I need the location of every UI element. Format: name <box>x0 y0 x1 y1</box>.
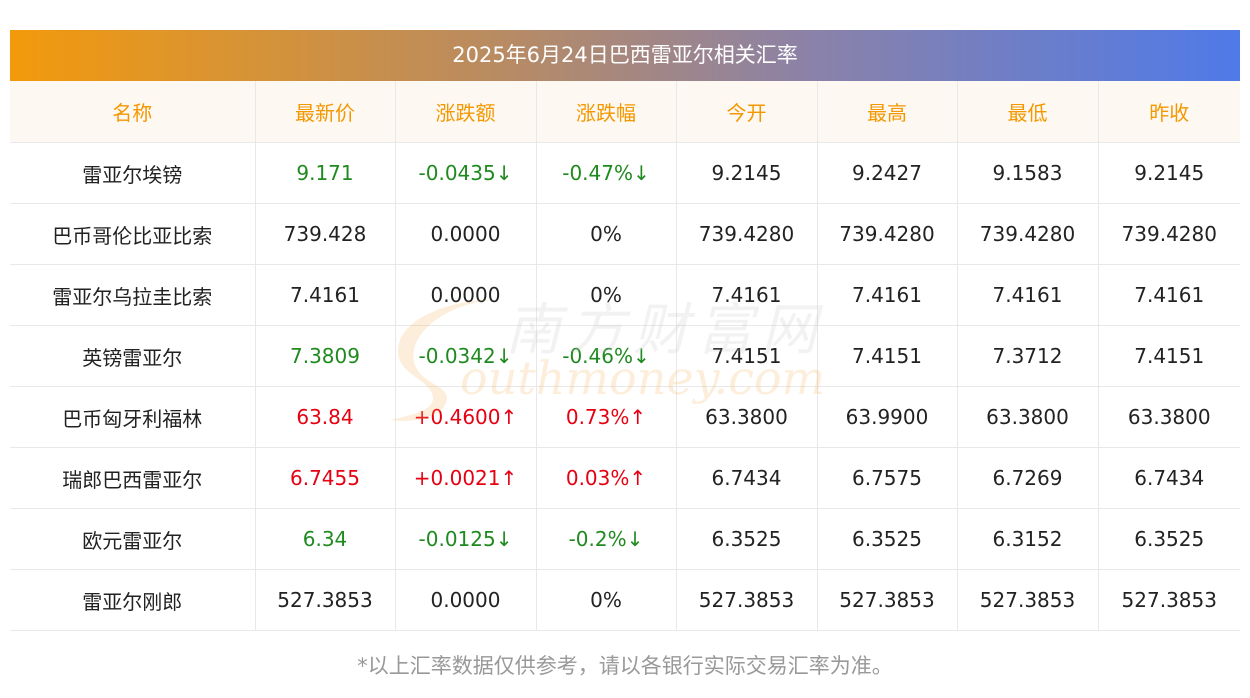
cell-prev: 739.4280 <box>1097 203 1240 265</box>
cell-pct: 0% <box>535 264 676 326</box>
cell-pct: 0% <box>535 569 676 631</box>
cell-latest: 739.428 <box>254 203 395 265</box>
cell-change: 0.0000 <box>394 203 536 265</box>
cell-open: 9.2145 <box>675 142 817 204</box>
column-header-high: 最高 <box>816 81 957 143</box>
cell-prev: 7.4161 <box>1097 264 1240 326</box>
cell-prev: 9.2145 <box>1097 142 1240 204</box>
column-header-prev: 昨收 <box>1097 81 1240 143</box>
table-row: 巴币匈牙利福林 63.84 +0.4600↑ 0.73%↑ 63.3800 63.9900… <box>10 386 1240 448</box>
cell-open: 7.4151 <box>675 325 817 387</box>
table-row: 雷亚尔乌拉圭比索 7.4161 0.0000 0% 7.4161 7.4161 7.4161… <box>10 264 1240 326</box>
column-header-low: 最低 <box>956 81 1098 143</box>
cell-pct: -0.46%↓ <box>535 325 676 387</box>
cell-prev: 6.7434 <box>1097 447 1240 509</box>
cell-low: 7.3712 <box>956 325 1098 387</box>
table-row: 欧元雷亚尔 6.34 -0.0125↓ -0.2%↓ 6.3525 6.3525 6.315… <box>10 508 1240 570</box>
cell-pct: -0.47%↓ <box>535 142 676 204</box>
cell-pct: 0.03%↑ <box>535 447 676 509</box>
cell-high: 739.4280 <box>816 203 957 265</box>
cell-high: 7.4151 <box>816 325 957 387</box>
cell-prev: 527.3853 <box>1097 569 1240 631</box>
cell-latest: 63.84 <box>254 386 395 448</box>
cell-change: -0.0435↓ <box>394 142 536 204</box>
cell-name: 欧元雷亚尔 <box>10 508 255 570</box>
cell-high: 63.9900 <box>816 386 957 448</box>
cell-pct: 0.73%↑ <box>535 386 676 448</box>
cell-open: 6.7434 <box>675 447 817 509</box>
cell-low: 527.3853 <box>956 569 1098 631</box>
cell-low: 6.3152 <box>956 508 1098 570</box>
cell-low: 739.4280 <box>956 203 1098 265</box>
cell-high: 7.4161 <box>816 264 957 326</box>
cell-prev: 6.3525 <box>1097 508 1240 570</box>
cell-latest: 6.7455 <box>254 447 395 509</box>
column-header-pct: 涨跌幅 <box>535 81 676 143</box>
cell-latest: 7.3809 <box>254 325 395 387</box>
cell-name: 瑞郎巴西雷亚尔 <box>10 447 255 509</box>
cell-high: 6.3525 <box>816 508 957 570</box>
column-header-open: 今开 <box>675 81 817 143</box>
cell-name: 巴币匈牙利福林 <box>10 386 255 448</box>
cell-high: 527.3853 <box>816 569 957 631</box>
cell-prev: 63.3800 <box>1097 386 1240 448</box>
cell-change: 0.0000 <box>394 569 536 631</box>
cell-name: 雷亚尔乌拉圭比索 <box>10 264 255 326</box>
rate-table: 名称 最新价 涨跌额 涨跌幅 今开 最高 最低 昨收 雷亚尔埃镑 9.171 -0.… <box>10 81 1240 631</box>
cell-low: 63.3800 <box>956 386 1098 448</box>
cell-pct: 0% <box>535 203 676 265</box>
cell-prev: 7.4151 <box>1097 325 1240 387</box>
table-row: 雷亚尔埃镑 9.171 -0.0435↓ -0.47%↓ 9.2145 9.2427 9.1… <box>10 142 1240 204</box>
cell-change: +0.4600↑ <box>394 386 536 448</box>
cell-latest: 527.3853 <box>254 569 395 631</box>
cell-high: 6.7575 <box>816 447 957 509</box>
column-header-latest: 最新价 <box>254 81 395 143</box>
table-row: 雷亚尔刚郎 527.3853 0.0000 0% 527.3853 527.3853 527… <box>10 569 1240 631</box>
cell-latest: 6.34 <box>254 508 395 570</box>
column-header-change: 涨跌额 <box>394 81 536 143</box>
cell-high: 9.2427 <box>816 142 957 204</box>
table-row: 英镑雷亚尔 7.3809 -0.0342↓ -0.46%↓ 7.4151 7.4151 7.… <box>10 325 1240 387</box>
cell-change: -0.0342↓ <box>394 325 536 387</box>
rate-table-container: 2025年6月24日巴西雷亚尔相关汇率 名称 最新价 涨跌额 涨跌幅 今开 最高… <box>10 30 1240 631</box>
cell-latest: 9.171 <box>254 142 395 204</box>
cell-latest: 7.4161 <box>254 264 395 326</box>
cell-open: 6.3525 <box>675 508 817 570</box>
cell-change: -0.0125↓ <box>394 508 536 570</box>
cell-open: 527.3853 <box>675 569 817 631</box>
table-row: 瑞郎巴西雷亚尔 6.7455 +0.0021↑ 0.03%↑ 6.7434 6.7575 6… <box>10 447 1240 509</box>
cell-low: 6.7269 <box>956 447 1098 509</box>
cell-name: 雷亚尔埃镑 <box>10 142 255 204</box>
cell-pct: -0.2%↓ <box>535 508 676 570</box>
cell-open: 739.4280 <box>675 203 817 265</box>
cell-name: 雷亚尔刚郎 <box>10 569 255 631</box>
cell-low: 9.1583 <box>956 142 1098 204</box>
cell-open: 63.3800 <box>675 386 817 448</box>
cell-change: +0.0021↑ <box>394 447 536 509</box>
cell-name: 英镑雷亚尔 <box>10 325 255 387</box>
table-header-row: 名称 最新价 涨跌额 涨跌幅 今开 最高 最低 昨收 <box>10 81 1240 143</box>
cell-open: 7.4161 <box>675 264 817 326</box>
table-row: 巴币哥伦比亚比索 739.428 0.0000 0% 739.4280 739.4280 7… <box>10 203 1240 265</box>
table-title: 2025年6月24日巴西雷亚尔相关汇率 <box>10 30 1240 81</box>
cell-low: 7.4161 <box>956 264 1098 326</box>
cell-name: 巴币哥伦比亚比索 <box>10 203 255 265</box>
footnote: *以上汇率数据仅供参考，请以各银行实际交易汇率为准。 <box>357 654 893 678</box>
column-header-name: 名称 <box>10 81 255 143</box>
cell-change: 0.0000 <box>394 264 536 326</box>
